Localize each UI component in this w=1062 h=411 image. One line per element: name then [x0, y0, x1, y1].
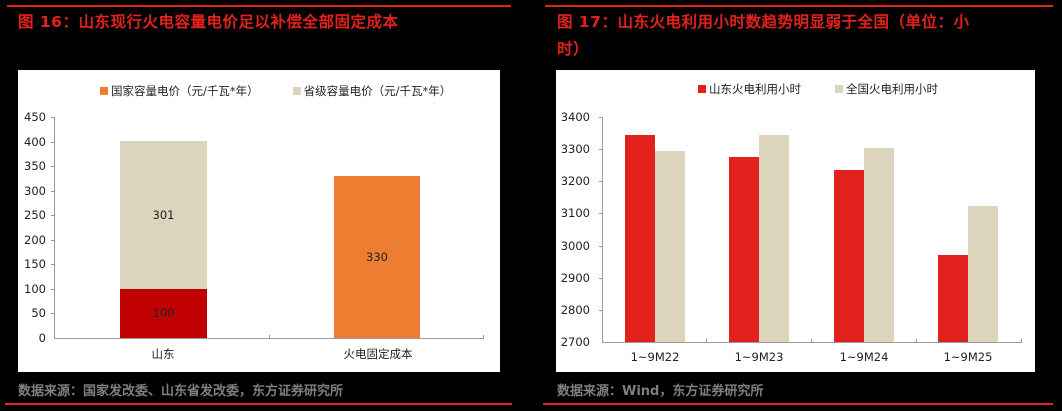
y-tick: [599, 149, 603, 150]
x-tick: [811, 339, 812, 343]
y-tick-label: 0: [38, 331, 46, 345]
right-bottom-rule: [543, 403, 1053, 405]
y-tick-label: 3400: [560, 110, 590, 124]
y-tick: [51, 240, 55, 241]
x-label: 1~9M25: [943, 350, 993, 364]
y-tick-label: 3000: [560, 239, 590, 253]
y-tick: [599, 310, 603, 311]
x-label: 1~9M24: [839, 350, 889, 364]
x-tick: [916, 339, 917, 343]
right-chart-panel: 山东火电利用小时 全国火电利用小时 3400 3300 3200 3100 30…: [556, 70, 1035, 372]
y-tick-label: 2900: [560, 271, 590, 285]
y-tick: [51, 289, 55, 290]
legend-swatch-beige: [292, 87, 301, 95]
bar-label-national: 100: [152, 306, 175, 320]
y-tick-label: 200: [24, 233, 46, 247]
y-tick: [51, 264, 55, 265]
y-tick: [51, 142, 55, 143]
y-tick-label: 2700: [560, 335, 590, 349]
x-tick: [706, 339, 707, 343]
legend-swatch-red: [698, 85, 706, 93]
bar-shandong-1-9m24: [834, 170, 864, 342]
y-tick: [599, 278, 603, 279]
y-tick: [599, 213, 603, 214]
y-axis: [54, 117, 55, 339]
y-tick-label: 400: [24, 135, 46, 149]
bar-national-1-9m23: [759, 135, 789, 342]
bar-national-1-9m25: [968, 206, 998, 342]
legend-label: 全国火电利用小时: [846, 82, 938, 96]
bar-shandong-provincial: [120, 141, 207, 289]
left-source-note: 数据来源：国家发改委、山东省发改委，东方证券研究所: [18, 384, 344, 399]
x-tick: [483, 335, 484, 339]
right-figure-title-line1: 图 17：山东火电利用小时数趋势明显弱于全国（单位：小: [557, 13, 970, 31]
y-tick-label: 450: [24, 110, 46, 124]
y-tick: [599, 181, 603, 182]
legend-item-provincial: 省级容量电价（元/千瓦*年）: [292, 83, 452, 99]
legend-item-national: 全国火电利用小时: [835, 81, 938, 97]
y-tick-label: 300: [24, 184, 46, 198]
bar-shandong-national: [120, 289, 207, 338]
bar-label-provincial: 301: [152, 208, 175, 222]
x-label: 1~9M23: [734, 350, 784, 364]
x-tick: [269, 335, 270, 339]
x-label: 1~9M22: [630, 350, 680, 364]
legend-label: 山东火电利用小时: [709, 82, 801, 96]
bar-national-1-9m24: [864, 148, 894, 342]
x-label: 火电固定成本: [343, 347, 413, 361]
x-label: 山东: [151, 347, 175, 361]
left-legend: 国家容量电价（元/千瓦*年） 省级容量电价（元/千瓦*年）: [100, 83, 451, 99]
legend-label: 省级容量电价（元/千瓦*年）: [303, 84, 452, 98]
y-tick-label: 2800: [560, 303, 590, 317]
y-tick-label: 150: [24, 257, 46, 271]
y-tick: [51, 215, 55, 216]
y-tick-label: 3200: [560, 174, 590, 188]
legend-label: 国家容量电价（元/千瓦*年）: [111, 84, 259, 98]
legend-item-national: 国家容量电价（元/千瓦*年）: [100, 83, 259, 99]
y-tick-label: 50: [31, 306, 46, 320]
left-bottom-rule: [5, 403, 512, 405]
y-axis: [602, 117, 603, 343]
y-tick: [599, 246, 603, 247]
bar-shandong-1-9m23: [729, 157, 759, 342]
y-tick-label: 350: [24, 159, 46, 173]
y-tick: [51, 313, 55, 314]
x-axis: [602, 342, 1022, 343]
left-figure-title: 图 16：山东现行火电容量电价足以补偿全部固定成本: [18, 13, 399, 31]
legend-swatch-orange: [100, 87, 108, 95]
legend-swatch-beige: [835, 85, 843, 93]
bar-shandong-1-9m22: [625, 135, 655, 342]
y-tick-label: 3100: [560, 206, 590, 220]
legend-item-shandong: 山东火电利用小时: [698, 81, 801, 97]
y-tick-label: 100: [24, 282, 46, 296]
y-tick: [51, 191, 55, 192]
bar-label-fixed-cost: 330: [366, 250, 388, 264]
y-tick-label: 250: [24, 208, 46, 222]
bar-shandong-1-9m25: [938, 255, 968, 342]
x-tick: [1021, 339, 1022, 343]
right-legend: 山东火电利用小时 全国火电利用小时: [698, 81, 938, 97]
right-figure-title-line2: 时）: [557, 40, 590, 58]
right-top-rule: [545, 5, 1053, 7]
y-tick: [51, 166, 55, 167]
right-source-note: 数据来源：Wind，东方证券研究所: [557, 384, 764, 399]
bar-fixed-cost: [334, 176, 420, 338]
y-tick: [51, 117, 55, 118]
left-chart-panel: 国家容量电价（元/千瓦*年） 省级容量电价（元/千瓦*年） 450 400 35…: [18, 70, 500, 372]
bar-national-1-9m22: [655, 151, 685, 342]
y-tick: [599, 117, 603, 118]
y-tick-label: 3300: [560, 142, 590, 156]
left-top-rule: [7, 5, 511, 7]
